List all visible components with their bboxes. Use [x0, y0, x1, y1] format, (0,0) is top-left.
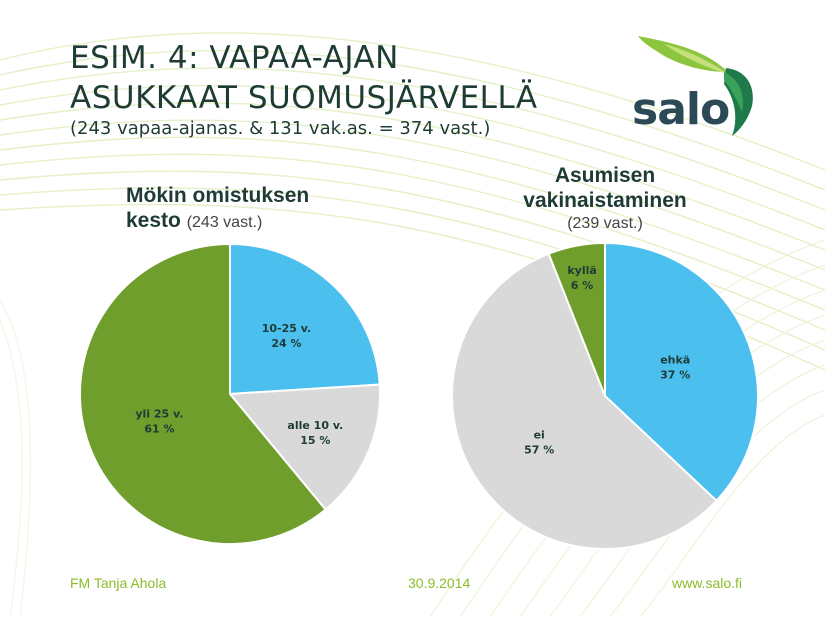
chart2-slice-name-2: kyllä: [567, 264, 596, 277]
slide-title: ESIM. 4: VAPAA-AJAN ASUKKAAT SUOMUSJÄRVE…: [70, 38, 538, 118]
chart1-slice-2: [79, 242, 328, 545]
footer-url[interactable]: www.salo.fi: [672, 575, 743, 591]
chart1-slice-value-0: 24 %: [271, 337, 301, 350]
salo-logo-leaf-icon: [638, 36, 753, 136]
chart2-title-line1: Asumisen: [554, 164, 656, 187]
chart1-slice-1: [227, 383, 381, 511]
chart1-slice-value-2: 61 %: [144, 422, 174, 435]
chart1-slice-0: [229, 242, 381, 396]
title-line-1: ESIM. 4: VAPAA-AJAN: [70, 40, 399, 76]
chart1-slice-name-2: yli 25 v.: [135, 407, 183, 420]
chart2-slice-name-0: ehkä: [660, 354, 690, 367]
chart1-slice-label-2: yli 25 v. 61 %: [135, 407, 183, 435]
chart1-slice-label-1: alle 10 v. 15 %: [287, 419, 343, 447]
chart1-slice-label-0: 10-25 v. 24 %: [262, 322, 311, 350]
chart2-title-line2: vakinaistaminen: [523, 189, 687, 212]
chart2-slice-value-1: 57 %: [524, 444, 554, 457]
chart2-slice-name-1: ei: [534, 429, 545, 442]
slide-subtitle: (243 vapaa-ajanas. & 131 vak.as. = 374 v…: [70, 118, 491, 139]
chart1-title-line2: kesto: [126, 209, 181, 232]
chart1-title-line1: Mökin omistuksen: [126, 184, 310, 207]
chart1-slice-name-1: alle 10 v.: [287, 419, 343, 432]
chart1-count: (243 vast.): [186, 214, 263, 231]
chart2-title: Asumisen vakinaistaminen (239 vast.): [480, 163, 730, 235]
chart2-slice-2: [547, 241, 606, 397]
chart1-title: Mökin omistuksen kesto (243 vast.): [126, 183, 386, 235]
chart2-slice-value-2: 6 %: [571, 279, 594, 292]
chart2-slice-label-1: ei 57 %: [524, 429, 554, 457]
chart2-count: (239 vast.): [567, 215, 643, 232]
footer-date: 30.9.2014: [408, 575, 471, 591]
chart2-slice-label-2: kyllä 6 %: [567, 264, 596, 292]
title-line-2: ASUKKAAT SUOMUSJÄRVELLÄ: [70, 80, 538, 116]
chart2-slice-value-0: 37 %: [660, 369, 690, 382]
salo-logo-text: salo: [632, 84, 730, 135]
chart2-slice-label-0: ehkä 37 %: [660, 354, 690, 382]
chart2-slice-0: [604, 241, 759, 503]
footer-author: FM Tanja Ahola: [70, 575, 167, 591]
chart2-slice-1: [451, 252, 718, 550]
chart1-slice-value-1: 15 %: [300, 434, 330, 447]
chart1-slice-name-0: 10-25 v.: [262, 322, 311, 335]
